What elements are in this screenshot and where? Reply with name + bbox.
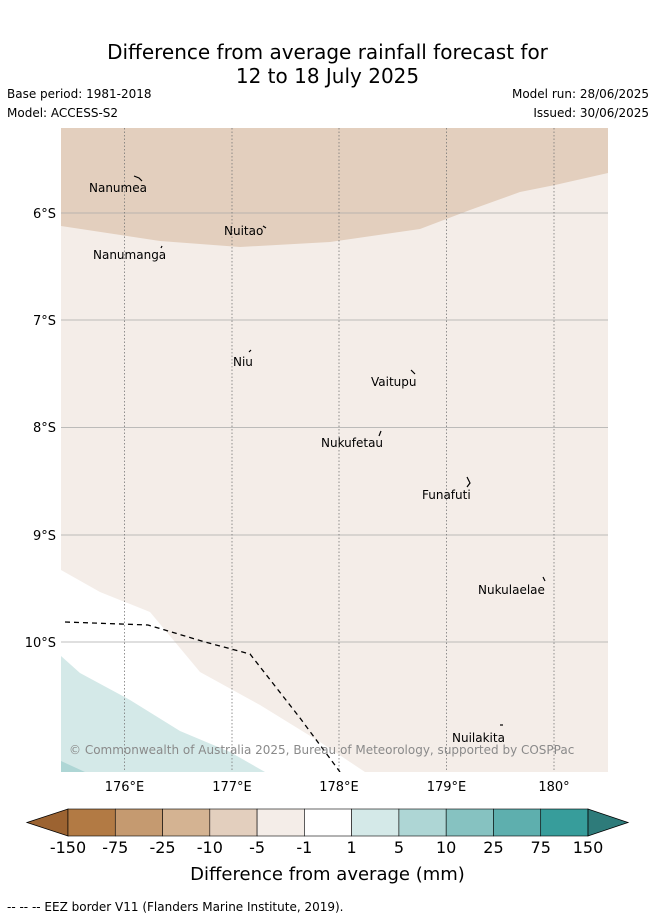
latitude-labels: 6°S 7°S 8°S 9°S 10°S: [25, 207, 56, 651]
island-nanumanga: [160, 245, 163, 249]
colorbar-tick-label: 1: [347, 838, 357, 857]
model-run: Model run: 28/06/2025: [511, 87, 649, 101]
place-label-nukufetau: Nukufetau: [321, 436, 383, 450]
lat-label-6s: 6°S: [33, 207, 56, 222]
island-funafuti: [466, 476, 471, 488]
place-label-nuitao: Nuitao: [224, 224, 263, 238]
longitude-labels: 176°E 177°E 178°E 179°E 180°: [105, 780, 570, 795]
colorbar-tick-label: 75: [531, 838, 551, 857]
colorbar-tick-label: 25: [483, 838, 503, 857]
issued-date: Issued: 30/06/2025: [533, 106, 649, 120]
model-name: Model: ACCESS-S2: [7, 106, 119, 120]
latitude-gridlines: [61, 212, 608, 643]
colorbar-swatch: [445, 808, 494, 837]
island-nanumea: [133, 175, 143, 182]
eez-border: [64, 621, 341, 772]
colorbar-tick-label: -5: [249, 838, 265, 857]
longitude-gridlines: [124, 128, 555, 772]
lat-label-9s: 9°S: [33, 529, 56, 544]
chart-title: Difference from average rainfall forecas…: [0, 40, 655, 88]
colorbar-tick-label: 10: [436, 838, 456, 857]
title-line-2: 12 to 18 July 2025: [235, 64, 420, 88]
colorbar-swatch: [162, 808, 211, 837]
eez-footnote: -- -- -- EEZ border V11 (Flanders Marine…: [7, 900, 344, 914]
island-nukulaelae: [542, 576, 546, 582]
colorbar-swatch: [351, 808, 400, 837]
colorbar-swatch: [67, 808, 116, 837]
base-period: Base period: 1981-2018: [7, 87, 152, 101]
colorbar-swatch: [256, 808, 305, 837]
islands: [133, 175, 546, 726]
lon-label-177e: 177°E: [212, 780, 252, 795]
region-minus10-to-minus5: [61, 128, 608, 247]
colorbar-extend-low: [25, 808, 69, 837]
colorbar-tick-label: -150: [50, 838, 86, 857]
place-label-funafuti: Funafuti: [422, 488, 471, 502]
colorbar-tick-label: -1: [296, 838, 312, 857]
region-5-to-10: [61, 761, 85, 772]
lat-label-7s: 7°S: [33, 314, 56, 329]
title-line-1: Difference from average rainfall forecas…: [107, 40, 548, 64]
place-label-niu: Niu: [233, 355, 253, 369]
island-niu: [248, 349, 252, 353]
colorbar-swatch: [493, 808, 542, 837]
island-nukufetau: [378, 430, 382, 437]
colorbar-tick-label: 5: [394, 838, 404, 857]
colorbar-tick-label: -25: [149, 838, 175, 857]
island-vaitupu: [410, 369, 416, 375]
lat-label-10s: 10°S: [25, 636, 56, 651]
lon-label-176e: 176°E: [105, 780, 145, 795]
colorbar: [25, 808, 630, 837]
map-area: Nanumea Nuitao Nanumanga Niu Vaitupu Nuk…: [61, 128, 608, 772]
lon-label-178e: 178°E: [319, 780, 359, 795]
colorbar-tick-label: -10: [197, 838, 223, 857]
place-label-nukulaelae: Nukulaelae: [478, 583, 545, 597]
copyright-credit: © Commonwealth of Australia 2025, Bureau…: [69, 743, 574, 757]
colorbar-swatch: [540, 808, 589, 837]
colorbar-swatch: [398, 808, 447, 837]
colorbar-tick-label: -75: [102, 838, 128, 857]
island-nuitao: [262, 225, 267, 229]
place-label-nuilakita: Nuilakita: [452, 731, 505, 745]
colorbar-swatch: [209, 808, 258, 837]
colorbar-swatch: [304, 808, 352, 837]
colorbar-tick-label: 150: [573, 838, 604, 857]
lat-label-8s: 8°S: [33, 421, 56, 436]
place-label-nanumanga: Nanumanga: [93, 248, 166, 262]
colorbar-tick-labels: -150 -75 -25 -10 -5 -1 1 5 10 25 75 150: [50, 838, 603, 857]
colorbar-swatch: [114, 808, 163, 837]
lon-label-180: 180°: [538, 780, 569, 795]
colorbar-extend-high: [587, 808, 630, 837]
colorbar-title: Difference from average (mm): [190, 864, 465, 885]
place-label-nanumea: Nanumea: [89, 181, 147, 195]
region-1-to-5: [61, 656, 265, 772]
place-label-vaitupu: Vaitupu: [371, 375, 417, 389]
lon-label-179e: 179°E: [427, 780, 467, 795]
